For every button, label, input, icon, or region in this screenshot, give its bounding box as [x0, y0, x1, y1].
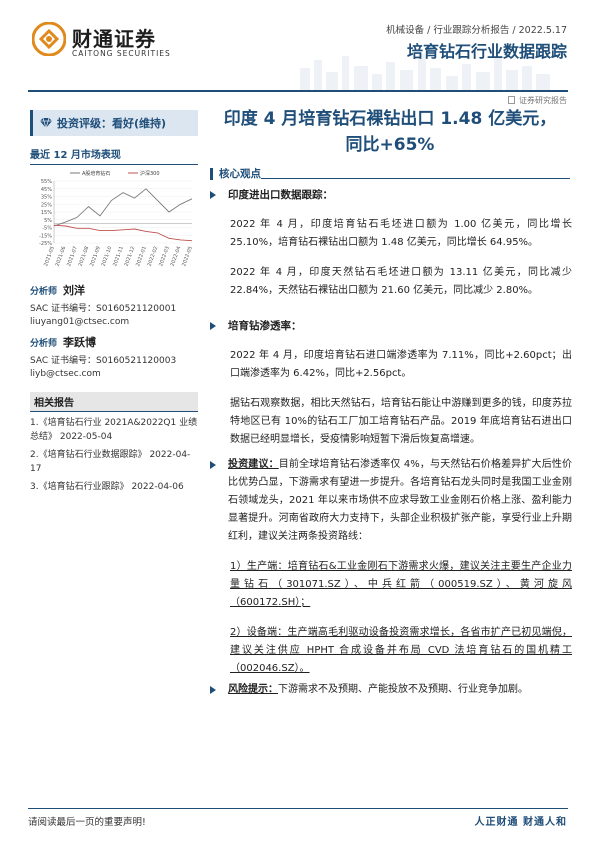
header-divider [28, 90, 568, 92]
disclaimer-note: 请阅读最后一页的重要声明! [28, 817, 146, 828]
investment-advice-paragraph-3: 2）设备端：生产端高毛利驱动设备投资需求增长，各省市扩产已初见端倪，建议关注供应… [230, 627, 572, 674]
report-title-line1: 印度 4 月培育钻石裸钻出口 1.48 亿美元， [223, 109, 557, 129]
sidebar: 投资评级：看好(维持) 最近 12 月市场表现 55% 45% 35% 25% 15% 5… [30, 110, 198, 275]
section-penetration-title: 培育钻渗透率： [228, 320, 302, 332]
section-risk: 风险提示：下游需求不及预期、产能投放不及预期、行业竞争加剧。 [210, 681, 572, 699]
analyst-2-sac: SAC 证书编号：S0160521120003 [30, 356, 177, 366]
bullet-triangle-icon [210, 686, 216, 694]
y-tick-label: 5% [44, 218, 52, 224]
investment-advice-paragraph-2: 1）生产端：培育钻石&工业金刚石下游需求火爆，建议关注主要生产企业力量钻石（30… [230, 561, 572, 608]
bullet-triangle-icon [210, 321, 216, 330]
y-tick-label: 55% [41, 179, 52, 185]
report-type: 证券研究报告 [508, 95, 567, 106]
x-tick-label: 2021-12 [124, 246, 137, 268]
investment-rating: 投资评级：看好(维持) [30, 110, 198, 136]
analyst-1: 分析师 刘洋 SAC 证书编号：S0160521120001 liuyang01… [30, 282, 198, 327]
x-tick-label: 2021-07 [66, 246, 79, 268]
section-penetration: 培育钻渗透率： 2022 年 4 月，印度培育钻石进口端渗透率为 7.11%，同… [210, 318, 572, 449]
y-tick-label: 15% [41, 210, 52, 216]
x-tick-label: 2022-05 [181, 246, 194, 268]
x-tick-label: 2021-08 [78, 246, 91, 268]
report-title-line2: 同比+65% [345, 135, 435, 155]
analyst-1-label: 分析师 [30, 287, 58, 297]
city-skyline-icon [300, 54, 550, 90]
report-type-text: 证券研究报告 [519, 96, 567, 105]
risk-paragraph: 下游需求不及预期、产能投放不及预期、行业竞争加剧。 [278, 684, 528, 695]
related-report-item[interactable]: 3.《培育钻石行业跟踪》 2022-04-06 [30, 482, 184, 492]
trade-data-paragraph-2: 2022 年 4 月，印度天然钻石毛坯进口额为 13.11 亿美元，同比减少 2… [230, 267, 572, 296]
market-performance-chart: 55% 45% 35% 25% 15% 5% -5% -15% -25% 2021-05 2021-… [30, 167, 198, 275]
x-tick-label: 2021-05 [43, 246, 56, 268]
analyst-1-name: 刘洋 [63, 284, 86, 297]
related-reports-title: 相关报告 [30, 392, 198, 412]
x-tick-label: 2021-10 [101, 246, 114, 268]
report-series-title: 培育钻石行业数据跟踪 [406, 42, 567, 61]
y-tick-label: -15% [39, 233, 52, 239]
y-tick-label: -5% [42, 226, 52, 232]
analyst-2-name: 李跃博 [63, 336, 97, 349]
footer-divider [28, 808, 568, 809]
core-views-header: 核心观点 [210, 162, 570, 180]
section-investment-advice: 投资建议：目前全球培育钻石渗透率仅 4%，与天然钻石价格差异扩大后性价比优势凸显… [210, 456, 572, 678]
investment-advice-row: 投资建议：目前全球培育钻石渗透率仅 4%，与天然钻石价格差异扩大后性价比优势凸显… [210, 456, 572, 546]
analyst-2-label: 分析师 [30, 339, 58, 349]
core-views-label: 核心观点 [210, 168, 261, 180]
footer-slogan: 人正财通 财通人和 [474, 817, 567, 828]
section-penetration-head: 培育钻渗透率： [210, 318, 572, 333]
logo-name-cn: 财通证券 [72, 27, 156, 51]
document-icon [508, 96, 515, 104]
analyst-1-email[interactable]: liuyang01@ctsec.com [30, 317, 130, 327]
trade-data-paragraph-1: 2022 年 4 月，印度培育钻石毛坯进口额为 1.00 亿美元，同比增长 25… [230, 219, 572, 248]
related-report-item[interactable]: 1.《培育钻石行业 2021A&2022Q1 业绩总结》 2022-05-04 [30, 418, 198, 442]
investment-advice-title: 投资建议： [228, 459, 279, 470]
analyst-2-email[interactable]: liyb@ctsec.com [30, 369, 101, 379]
x-tick-label: 2021-06 [55, 246, 68, 268]
company-logo: 财通证券 CAITONG SECURITIES [32, 22, 182, 66]
penetration-paragraph-2: 据钻石观察数据，相比天然钻石，培育钻石能让中游赚到更多的钱，印度苏拉特地区已有 … [230, 398, 572, 445]
logo-name-en: CAITONG SECURITIES [72, 49, 171, 58]
investment-advice-body: 投资建议：目前全球培育钻石渗透率仅 4%，与天然钻石价格差异扩大后性价比优势凸显… [228, 456, 572, 546]
y-tick-label: 25% [41, 202, 52, 208]
analyst-2-head: 分析师 李跃博 [30, 334, 198, 350]
caitong-logo-icon [32, 22, 66, 56]
series-line-2 [53, 224, 193, 242]
x-tick-label: 2022-04 [170, 246, 183, 268]
section-trade-data-title: 印度进出口数据跟踪： [228, 189, 333, 201]
legend-label-1: A股培育钻石 [82, 170, 110, 177]
rating-text: 投资评级：看好(维持) [57, 117, 167, 130]
x-tick-label: 2022-01 [135, 246, 148, 268]
related-reports: 相关报告 1.《培育钻石行业 2021A&2022Q1 业绩总结》 2022-0… [30, 392, 198, 494]
bullet-triangle-icon [210, 190, 216, 199]
analyst-2: 分析师 李跃博 SAC 证书编号：S0160521120003 liyb@cts… [30, 334, 198, 379]
diamond-icon [40, 117, 52, 129]
risk-title: 风险提示： [228, 684, 278, 695]
report-meta: 机械设备 / 行业跟踪分析报告 / 2022.5.17 [386, 25, 567, 36]
risk-body: 风险提示：下游需求不及预期、产能投放不及预期、行业竞争加剧。 [228, 681, 528, 699]
y-tick-label: -25% [39, 241, 52, 247]
investment-advice-paragraph-1: 目前全球培育钻石渗透率仅 4%，与天然钻石价格差异扩大后性价比优势凸显，下游需求… [228, 459, 573, 542]
y-tick-label: 45% [41, 187, 52, 193]
legend-label-2: 沪深300 [140, 170, 160, 177]
series-line-1 [53, 188, 193, 227]
bullet-triangle-icon [210, 461, 216, 469]
x-tick-label: 2021-09 [89, 246, 102, 268]
market-performance-title: 最近 12 月市场表现 [30, 146, 198, 165]
related-report-item[interactable]: 2.《培育钻石行业数据跟踪》 2022-04-17 [30, 450, 191, 474]
analyst-1-head: 分析师 刘洋 [30, 282, 198, 298]
chart-svg: 55%45%35%25%15%5%-5%-15%-25%2021-052021-… [39, 170, 194, 268]
x-tick-label: 2022-03 [158, 246, 171, 268]
analyst-1-sac: SAC 证书编号：S0160521120001 [30, 304, 177, 314]
x-tick-label: 2022-02 [147, 246, 160, 268]
penetration-paragraph-1: 2022 年 4 月，印度培育钻石进口端渗透率为 7.11%，同比+2.60pc… [230, 350, 572, 379]
x-tick-label: 2021-11 [112, 246, 125, 268]
section-trade-data-head: 印度进出口数据跟踪： [210, 187, 572, 202]
report-title: 印度 4 月培育钻石裸钻出口 1.48 亿美元， 同比+65% [210, 106, 570, 158]
report-header: 财通证券 CAITONG SECURITIES 机械设备 / 行业跟踪分析报告 … [0, 0, 595, 105]
risk-row: 风险提示：下游需求不及预期、产能投放不及预期、行业竞争加剧。 [210, 681, 572, 699]
y-tick-label: 35% [41, 195, 52, 201]
section-trade-data: 印度进出口数据跟踪： 2022 年 4 月，印度培育钻石毛坯进口额为 1.00 … [210, 187, 572, 300]
